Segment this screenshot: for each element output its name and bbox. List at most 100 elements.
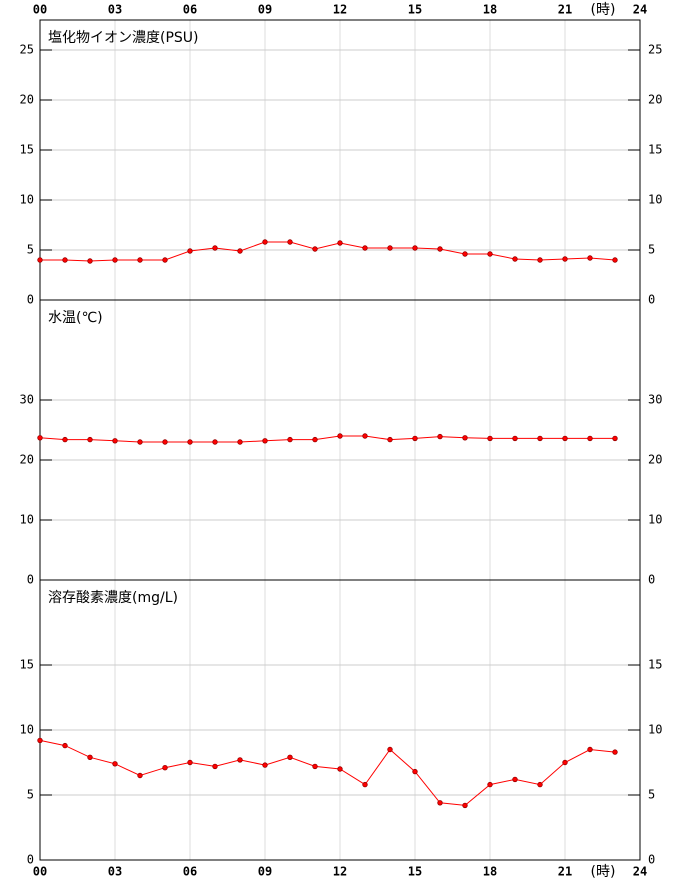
data-point [437, 800, 443, 806]
y-tick-label: 10 [648, 513, 662, 527]
data-point [462, 802, 468, 809]
y-tick-label: 0 [648, 573, 655, 587]
series-line [39, 435, 615, 443]
y-tick-label: 10 [20, 723, 34, 737]
data-point [262, 438, 268, 444]
data-point [87, 436, 93, 443]
data-point [537, 781, 543, 788]
x-tick-label: 06 [183, 865, 197, 879]
data-point [312, 436, 318, 443]
panel-title: 溶存酸素濃度(mg/L) [48, 590, 178, 606]
x-tick-label: 03 [108, 3, 122, 17]
y-tick-label: 5 [648, 243, 655, 257]
y-tick-label: 15 [648, 658, 662, 672]
x-tick-label: 00 [33, 865, 47, 879]
data-point [587, 255, 593, 261]
data-point [62, 257, 68, 263]
y-tick-label: 10 [20, 193, 34, 207]
data-point [387, 746, 393, 753]
data-point [612, 257, 618, 263]
data-point [412, 435, 418, 442]
data-point [187, 759, 193, 766]
data-point [612, 749, 618, 755]
x-tick-label: 09 [258, 3, 272, 17]
data-point [212, 245, 218, 251]
data-point [287, 436, 293, 443]
data-point [362, 245, 368, 251]
y-tick-label: 0 [27, 293, 34, 307]
x-unit: (時) [591, 2, 616, 18]
y-tick-label: 15 [20, 658, 34, 672]
x-tick-label: 09 [258, 865, 272, 879]
data-point [237, 248, 243, 254]
data-point [37, 435, 43, 441]
data-point [237, 757, 243, 763]
data-point [437, 433, 443, 440]
y-tick-label: 0 [27, 573, 34, 587]
data-point [62, 742, 68, 749]
x-tick-label: 21 [558, 3, 572, 17]
data-point [137, 439, 143, 445]
data-point [337, 433, 343, 439]
data-point [562, 256, 568, 262]
y-tick-label: 5 [27, 243, 34, 257]
y-tick-label: 0 [648, 853, 655, 867]
y-tick-label: 25 [648, 43, 662, 57]
panel-title: 塩化物イオン濃度(PSU) [48, 30, 199, 46]
data-point [162, 257, 168, 263]
x-tick-label: 03 [108, 865, 122, 879]
data-point [237, 439, 243, 445]
data-point [312, 763, 318, 770]
data-point [162, 439, 168, 445]
data-point [537, 435, 543, 442]
x-tick-label: 24 [633, 3, 647, 17]
data-point [387, 436, 393, 443]
data-point [337, 766, 343, 772]
x-tick-label: 12 [333, 3, 347, 17]
data-point [412, 768, 418, 775]
data-point [137, 772, 143, 779]
y-tick-label: 15 [20, 143, 34, 157]
series-line [40, 241, 616, 262]
y-tick-label: 25 [20, 43, 34, 57]
data-point [312, 246, 318, 252]
y-tick-label: 20 [648, 453, 662, 467]
x-tick-label: 15 [408, 3, 422, 17]
data-point [62, 436, 68, 443]
data-point [587, 746, 593, 753]
data-point [187, 439, 193, 445]
y-tick-label: 30 [648, 393, 662, 407]
data-point [462, 251, 468, 257]
data-point [87, 754, 93, 761]
data-point [37, 737, 43, 744]
data-point [112, 761, 118, 767]
y-tick-label: 0 [648, 293, 655, 307]
data-point [437, 246, 443, 252]
data-point [362, 781, 368, 788]
data-point [262, 239, 268, 245]
y-tick-label: 10 [648, 193, 662, 207]
series-line [39, 739, 616, 806]
data-point [187, 248, 193, 254]
plot-frame [39, 579, 641, 861]
x-tick-label: 06 [183, 3, 197, 17]
data-point [587, 435, 593, 442]
panel-title: 水温(℃) [48, 310, 103, 326]
y-tick-label: 5 [648, 788, 655, 802]
data-point [112, 257, 118, 263]
data-point [512, 256, 518, 262]
x-tick-label: 00 [33, 3, 47, 17]
data-point [287, 239, 293, 245]
data-point [212, 763, 218, 770]
data-point [87, 258, 93, 264]
data-point [562, 759, 568, 766]
data-point [37, 257, 43, 263]
y-tick-label: 20 [648, 93, 662, 107]
data-point [137, 257, 143, 263]
data-point [487, 435, 493, 442]
data-point [412, 245, 418, 251]
data-point [512, 776, 518, 783]
y-tick-label: 5 [27, 788, 34, 802]
y-tick-label: 20 [20, 453, 34, 467]
